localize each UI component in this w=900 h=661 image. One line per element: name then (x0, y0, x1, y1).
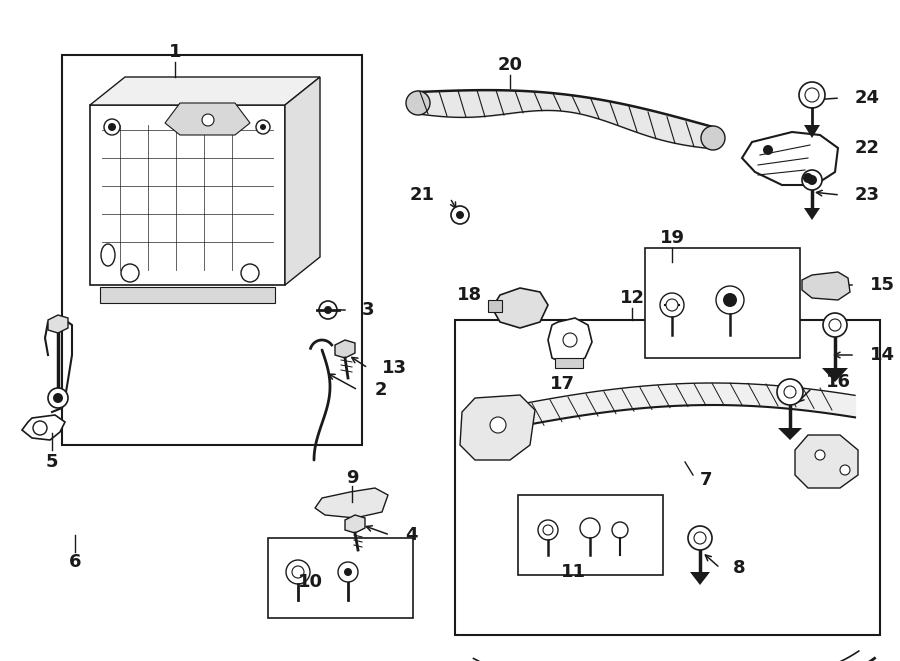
Text: 7: 7 (700, 471, 713, 489)
Text: 20: 20 (498, 56, 523, 74)
Text: 14: 14 (870, 346, 895, 364)
Circle shape (241, 264, 259, 282)
Text: 16: 16 (826, 373, 851, 391)
Circle shape (260, 124, 266, 130)
Circle shape (807, 175, 817, 185)
Circle shape (48, 388, 68, 408)
Polygon shape (778, 428, 802, 440)
Circle shape (716, 286, 744, 314)
Polygon shape (285, 77, 320, 285)
Bar (555, 358, 583, 368)
Text: 19: 19 (660, 229, 685, 247)
Polygon shape (335, 340, 355, 358)
Text: 23: 23 (855, 186, 880, 204)
Circle shape (660, 293, 684, 317)
Text: 3: 3 (362, 301, 374, 319)
Polygon shape (165, 103, 250, 135)
Polygon shape (690, 572, 710, 585)
Circle shape (612, 522, 628, 538)
Bar (488, 300, 502, 312)
Circle shape (543, 525, 553, 535)
Polygon shape (48, 315, 68, 333)
Polygon shape (804, 125, 820, 138)
Polygon shape (795, 435, 858, 488)
Circle shape (777, 379, 803, 405)
Ellipse shape (101, 244, 115, 266)
Bar (518, 495, 663, 575)
Text: 15: 15 (870, 276, 895, 294)
Bar (268, 538, 413, 618)
Circle shape (490, 417, 506, 433)
Circle shape (292, 566, 304, 578)
Polygon shape (90, 105, 285, 285)
Polygon shape (492, 288, 548, 328)
Text: 5: 5 (46, 453, 58, 471)
Circle shape (694, 532, 706, 544)
Circle shape (286, 560, 310, 584)
Circle shape (406, 91, 430, 115)
Text: 22: 22 (855, 139, 880, 157)
Circle shape (202, 114, 214, 126)
Circle shape (763, 145, 773, 155)
Polygon shape (548, 318, 592, 365)
Polygon shape (802, 272, 850, 300)
Circle shape (784, 386, 796, 398)
Circle shape (451, 206, 469, 224)
Circle shape (580, 518, 600, 538)
Circle shape (823, 313, 847, 337)
Polygon shape (345, 515, 365, 533)
Polygon shape (822, 368, 848, 382)
Circle shape (104, 119, 120, 135)
Text: 11: 11 (561, 563, 586, 581)
Text: 13: 13 (382, 359, 407, 377)
Circle shape (829, 319, 841, 331)
Circle shape (53, 393, 63, 403)
Circle shape (324, 306, 332, 314)
Polygon shape (22, 415, 65, 440)
Bar (455, 320, 880, 635)
Text: 21: 21 (410, 186, 435, 204)
Text: 9: 9 (346, 469, 358, 487)
Text: 6: 6 (68, 553, 81, 571)
Polygon shape (315, 488, 388, 518)
Circle shape (33, 421, 47, 435)
Circle shape (799, 82, 825, 108)
Text: 1: 1 (169, 43, 181, 61)
Circle shape (805, 88, 819, 102)
Bar (645, 248, 800, 358)
Circle shape (256, 120, 270, 134)
Circle shape (802, 170, 822, 190)
Text: 18: 18 (457, 286, 482, 304)
Bar (62, 55, 362, 445)
Text: 12: 12 (619, 289, 644, 307)
Polygon shape (460, 395, 535, 460)
Circle shape (344, 568, 352, 576)
Circle shape (688, 526, 712, 550)
Circle shape (319, 301, 337, 319)
Text: 10: 10 (298, 573, 322, 591)
Circle shape (701, 126, 725, 150)
Circle shape (456, 211, 464, 219)
Circle shape (121, 264, 139, 282)
Polygon shape (100, 287, 275, 303)
Polygon shape (90, 77, 320, 105)
Circle shape (538, 520, 558, 540)
Circle shape (563, 333, 577, 347)
Circle shape (723, 293, 737, 307)
Text: 24: 24 (855, 89, 880, 107)
Circle shape (338, 562, 358, 582)
Circle shape (666, 299, 678, 311)
Text: 2: 2 (375, 381, 388, 399)
Circle shape (815, 450, 825, 460)
Text: 4: 4 (405, 526, 418, 544)
Polygon shape (742, 132, 838, 185)
Circle shape (840, 465, 850, 475)
Text: 17: 17 (550, 375, 574, 393)
Polygon shape (804, 208, 820, 220)
Text: 8: 8 (733, 559, 745, 577)
Circle shape (108, 123, 116, 131)
Circle shape (803, 173, 813, 183)
